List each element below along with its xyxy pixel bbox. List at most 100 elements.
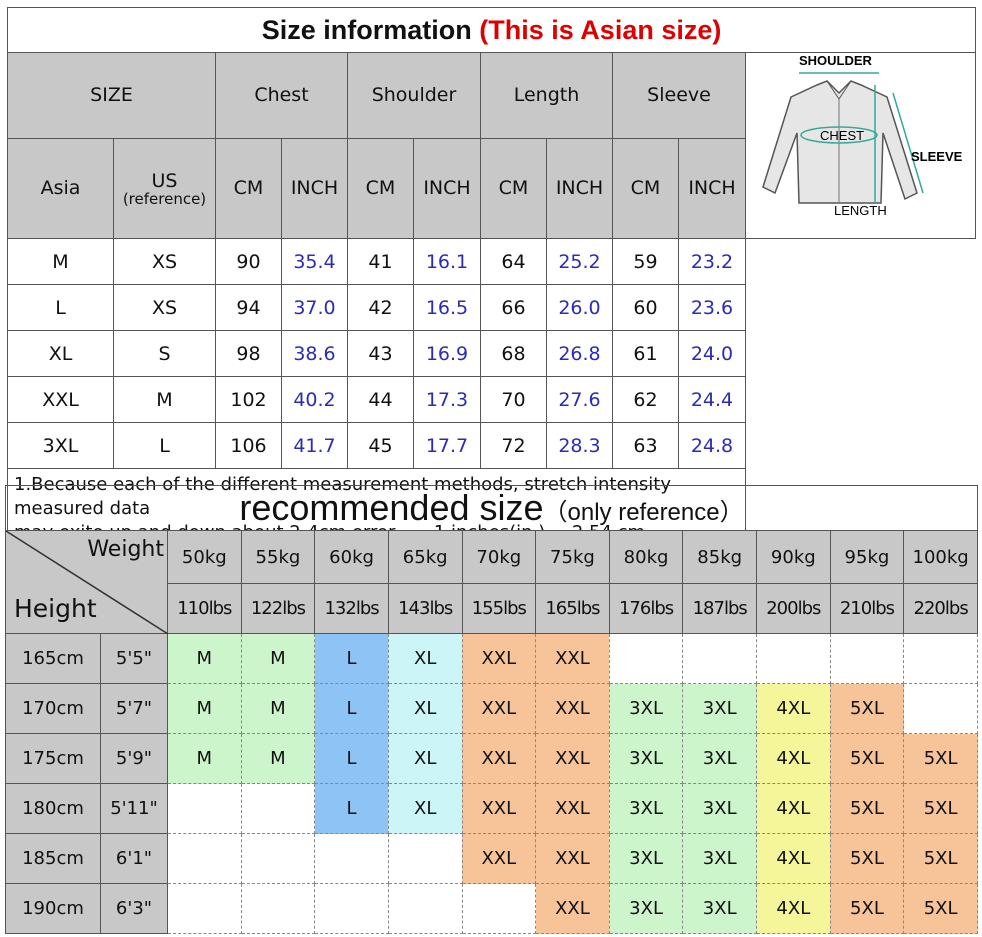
recommended-size-cell: XXL [461,783,537,834]
height-cm: 190cm [5,883,101,934]
weight-height-corner: Weight Height [5,530,168,634]
recommended-size-cell: 5XL [829,783,905,834]
recommended-size-cell: 3XL [608,733,684,784]
recommended-size-cell: XXL [535,833,610,884]
size-row: XL S 98 38.6 43 16.9 68 26.8 61 24.0 [7,330,976,377]
recommended-size-cell: 3XL [682,783,757,834]
recommended-size-cell [167,833,242,884]
recommended-size-cell [682,633,757,684]
header-length: Length [480,52,613,139]
recommended-size-cell [461,883,537,934]
recommended-size-cell: 3XL [682,683,757,734]
recommended-size-cell: 3XL [608,833,684,884]
recommended-size-cell: XL [387,783,463,834]
recommended-size-cell: XL [387,683,463,734]
us-label: US [151,169,178,192]
size-info-title: Size information (This is Asian size) [6,7,977,53]
weight-lbs-header: 200lbs [756,583,831,634]
height-row: 190cm 6'3" XXL 3XL 3XL 4XL 5XL 5XL [5,883,978,934]
recommended-size-cell: XXL [535,783,610,834]
recommended-size-cell [240,783,316,834]
height-ft: 5'5" [100,633,168,684]
recommended-size-cell: M [240,733,316,784]
recommended-size-cell: XXL [535,633,610,684]
size-cell: 70 [480,376,547,423]
size-cell: 35.4 [281,238,348,285]
weight-lbs-header: 187lbs [682,583,757,634]
svg-text:SHOULDER: SHOULDER [799,53,873,68]
recommended-size-cell: XXL [535,683,610,734]
recommended-size-cell [167,783,242,834]
us-header: US (reference) [113,137,216,240]
height-row: 170cm 5'7" M M L XL XXL XXL 3XL 3XL 4XL 5XL [5,683,978,734]
size-cell: M [113,376,216,423]
recommended-size-cell: 5XL [829,683,905,734]
size-cell: 27.6 [546,376,613,423]
size-cell: 37.0 [281,284,348,331]
recommended-size-cell: 5XL [903,883,978,934]
size-cell: 3XL [7,422,114,469]
recommended-size-cell [903,683,978,734]
size-cell: 45 [347,422,414,469]
weight-lbs-header: 132lbs [314,583,389,634]
recommended-size-cell: 3XL [608,883,684,934]
weight-lbs-header: 165lbs [535,583,610,634]
recommended-size-cell [167,883,242,934]
weight-kg-header: 65kg [387,530,463,584]
size-cell: 64 [480,238,547,285]
weight-lbs-header: 143lbs [387,583,463,634]
recommended-size-cell: 3XL [608,783,684,834]
weight-kg-header: 75kg [535,530,610,584]
weight-lbs-header: 210lbs [829,583,905,634]
recommended-size-cell: 3XL [682,883,757,934]
size-cell: 102 [215,376,282,423]
size-cell: 90 [215,238,282,285]
svg-text:CHEST: CHEST [820,128,864,143]
weight-kg-header: 95kg [829,530,905,584]
height-cm: 175cm [5,733,101,784]
recommended-size-cell: XXL [535,883,610,934]
recommended-size-cell: M [167,733,242,784]
size-cell: 23.2 [678,238,746,285]
recommended-size-cell: 4XL [756,733,831,784]
recommended-size-cell: L [314,633,389,684]
recommended-size-cell: 3XL [608,683,684,734]
size-cell: XL [7,330,114,377]
size-row: XXL M 102 40.2 44 17.3 70 27.6 62 24.4 [7,376,976,423]
recommended-size-cell: XL [387,733,463,784]
recommended-size-cell: L [314,733,389,784]
size-cell: 16.1 [413,238,481,285]
size-cell: 17.7 [413,422,481,469]
recommended-size-cell: 3XL [682,833,757,884]
size-cell: 98 [215,330,282,377]
size-cell: 26.8 [546,330,613,377]
size-cell: XXL [7,376,114,423]
cm-header: CM [215,137,282,240]
weight-lbs-header: 176lbs [608,583,684,634]
size-cell: 41.7 [281,422,348,469]
size-cell: 43 [347,330,414,377]
size-cell: 42 [347,284,414,331]
recommended-size-cell: 5XL [903,733,978,784]
recommended-size-cell: 3XL [682,733,757,784]
size-cell: 61 [612,330,679,377]
size-cell: 24.0 [678,330,746,377]
cm-header: CM [612,137,679,240]
inch-header: INCH [546,137,613,240]
size-cell: 59 [612,238,679,285]
cm-header: CM [480,137,547,240]
size-cell: S [113,330,216,377]
svg-text:LENGTH: LENGTH [834,203,887,218]
height-label: Height [14,594,97,623]
size-cell: XS [113,284,216,331]
size-cell: 16.5 [413,284,481,331]
size-cell: 60 [612,284,679,331]
recommended-size-cell [314,833,389,884]
recommended-size-cell: XXL [535,733,610,784]
weight-kg-header: 55kg [240,530,316,584]
inch-header: INCH [413,137,481,240]
height-cm: 185cm [5,833,101,884]
size-cell: 68 [480,330,547,377]
recommended-size-cell: M [167,633,242,684]
weight-kg-header: 90kg [756,530,831,584]
